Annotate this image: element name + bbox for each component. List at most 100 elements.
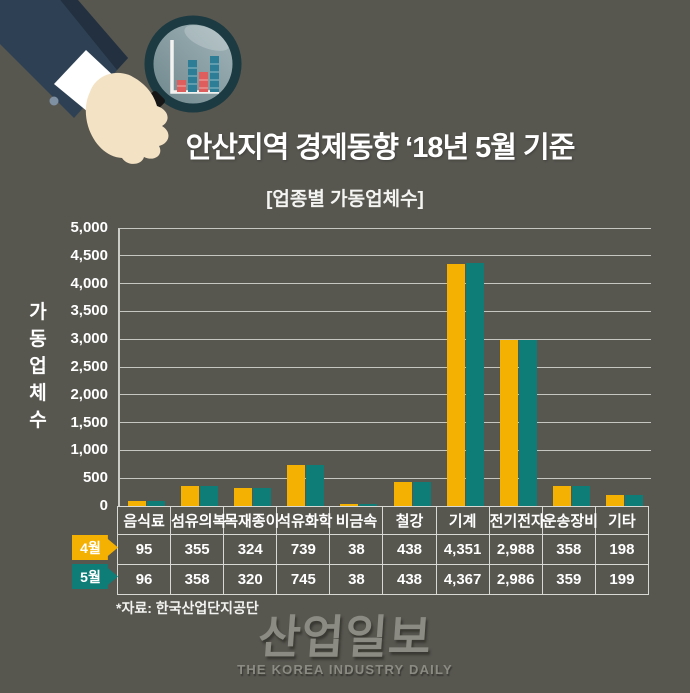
y-tick-label: 0 (99, 497, 108, 514)
chart-icon-bar (210, 56, 219, 92)
table-value-cell: 739 (276, 534, 331, 565)
bar-5월-섬유의복 (200, 486, 219, 506)
y-tick-label: 3,500 (70, 302, 108, 320)
table-value-cell: 358 (541, 534, 596, 565)
table-value-cell: 4,351 (435, 534, 490, 565)
table-header-cell: 비금속 (329, 506, 384, 535)
table-value-cell: 199 (594, 564, 650, 595)
chart-subtitle: [업종별 가동업체수] (266, 189, 424, 210)
bar-4월-석유화학 (287, 465, 306, 506)
page-title: 안산지역 경제동향 ‘18년 5월 기준 (185, 132, 576, 164)
table-header-cell: 음식료 (116, 506, 172, 535)
y-axis-label-char: 체 (29, 383, 47, 404)
publisher-logo: 산업일보 THE KOREA INDUSTRY DAILY (0, 611, 690, 677)
y-axis-label-char: 업 (29, 356, 47, 377)
gridline (120, 422, 651, 424)
chart-icon-bar (177, 80, 186, 92)
bar-4월-목재종이 (234, 488, 253, 506)
table-header-cell: 섬유의복 (170, 506, 226, 535)
chart-icon-bar (188, 60, 197, 92)
table-value-cell: 96 (116, 564, 172, 595)
bar-5월-기타 (624, 495, 643, 506)
bar-5월-기계 (465, 263, 484, 506)
bar-4월-기계 (446, 264, 465, 506)
y-tick-label: 2,500 (70, 358, 108, 375)
bar-4월-섬유의복 (181, 486, 200, 506)
y-tick-label: 4,500 (70, 246, 108, 264)
magnifier-ring (144, 15, 242, 113)
bar-4월-철강 (393, 482, 412, 506)
bar-5월-석유화학 (306, 465, 325, 506)
y-tick-label: 2,000 (70, 385, 108, 403)
data-table: 음식료 섬유의복 목재종이 석유화학 비금속 철강 기계 전기전자 운송장비 기타 95 355 324… (116, 506, 650, 595)
y-tick-label: 500 (82, 469, 108, 487)
y-axis-ticks: 0 500 1,000 1,500 2,000 2,500 3,000 3,500 4,000 4… (0, 219, 108, 514)
y-tick-label: 1,500 (70, 413, 108, 431)
table-header-cell: 전기전자 (488, 506, 545, 535)
y-axis-label-char: 동 (29, 329, 47, 350)
gridline (120, 255, 651, 257)
series-tag-4월: 4월 (72, 535, 118, 560)
table-value-cell: 38 (329, 534, 384, 565)
bar-5월-음식료 (147, 501, 166, 506)
bar-4월-전기전자 (499, 340, 518, 506)
table-row-4월: 95 355 324 739 38 438 4,351 2,988 358 198 (116, 534, 650, 565)
gridline (120, 283, 651, 285)
bar-5월-목재종이 (253, 488, 272, 506)
suit-sleeve-shade (60, 0, 128, 70)
table-value-cell: 358 (170, 564, 225, 595)
bar-5월-전기전자 (518, 340, 537, 506)
table-value-cell: 359 (541, 564, 596, 595)
logo-english-text: THE KOREA INDUSTRY DAILY (237, 662, 453, 677)
gridline (120, 227, 651, 229)
table-value-cell: 324 (223, 534, 278, 565)
table-value-cell: 4,367 (435, 564, 490, 595)
glass-highlight (184, 25, 230, 51)
table-header-cell: 기타 (594, 506, 650, 535)
bar-5월-비금속 (359, 504, 378, 506)
table-value-cell: 320 (223, 564, 278, 595)
table-header-cell: 운송장비 (541, 506, 598, 535)
table-header-cell: 목재종이 (223, 506, 279, 535)
bar-4월-비금속 (340, 504, 359, 506)
hand (85, 72, 169, 164)
table-value-cell: 2,988 (488, 534, 543, 565)
gridline (120, 366, 651, 368)
gridline (120, 338, 651, 340)
table-value-cell: 438 (382, 534, 437, 565)
y-tick-label: 4,000 (70, 274, 108, 292)
y-tick-label: 1,000 (70, 441, 108, 459)
y-tick-label: 3,000 (70, 330, 108, 348)
table-value-cell: 438 (382, 564, 437, 595)
table-value-cell: 745 (276, 564, 331, 595)
table-row-5월: 96 358 320 745 38 438 4,367 2,986 359 199 (116, 564, 650, 595)
sleeve-button-icon (49, 96, 59, 106)
bar-5월-철강 (412, 482, 431, 506)
table-value-cell: 2,986 (488, 564, 543, 595)
y-tick-label: 5,000 (70, 219, 108, 236)
bar-4월-운송장비 (552, 486, 571, 506)
chart-icon-bar-segments (177, 63, 219, 89)
bar-4월-기타 (605, 495, 624, 506)
table-value-cell: 38 (329, 564, 384, 595)
table-header-cell: 석유화학 (276, 506, 332, 535)
gridline (120, 394, 651, 396)
gridline (120, 449, 651, 451)
y-axis-label-char: 수 (29, 410, 47, 431)
bar-4월-음식료 (128, 501, 147, 506)
bar-chart-plot-area (118, 227, 651, 506)
gridline (120, 310, 651, 312)
series-tag-5월: 5월 (72, 564, 118, 589)
gridline (120, 477, 651, 479)
table-value-cell: 198 (594, 534, 650, 565)
table-value-cell: 95 (116, 534, 172, 565)
magnifier-illustration (0, 0, 242, 164)
logo-korean-text: 산업일보 (256, 611, 434, 663)
table-value-cell: 355 (170, 534, 225, 565)
y-axis-label-char: 가 (29, 302, 47, 323)
table-header-cell: 철강 (382, 506, 437, 535)
table-header-cell: 기계 (435, 506, 490, 535)
chart-icon-bar (199, 72, 208, 92)
